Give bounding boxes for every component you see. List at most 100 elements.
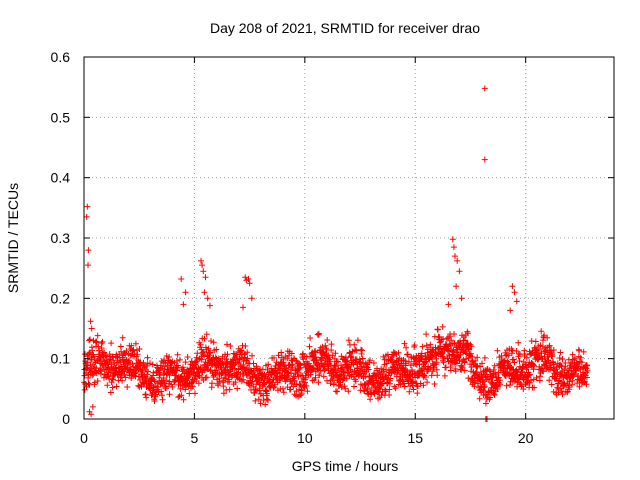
data-point <box>158 388 165 395</box>
data-point <box>424 379 431 386</box>
data-point <box>169 384 176 390</box>
data-point <box>306 343 313 350</box>
data-point <box>294 369 301 376</box>
data-point <box>203 374 210 381</box>
data-point <box>557 362 564 368</box>
data-point <box>245 276 252 282</box>
data-point <box>271 354 277 361</box>
data-point <box>414 383 421 390</box>
data-point <box>113 383 120 390</box>
data-point <box>338 384 345 391</box>
data-point <box>94 378 101 384</box>
data-point <box>245 360 251 367</box>
data-point <box>487 394 494 401</box>
data-point <box>584 362 591 369</box>
data-point <box>182 289 189 296</box>
data-point <box>304 388 311 395</box>
data-point <box>201 335 208 342</box>
data-point <box>315 330 322 337</box>
data-point <box>118 348 125 355</box>
data-point <box>107 389 114 396</box>
data-point <box>481 383 488 390</box>
data-point <box>556 355 563 361</box>
data-point <box>209 380 215 387</box>
data-point <box>176 356 183 363</box>
data-point <box>490 366 497 373</box>
data-point <box>212 354 219 361</box>
data-point <box>345 337 352 344</box>
data-point <box>129 347 136 354</box>
data-point <box>477 363 484 370</box>
data-point <box>386 386 393 393</box>
data-point <box>135 382 142 389</box>
data-point <box>197 341 204 348</box>
data-point <box>428 372 435 379</box>
data-point <box>220 390 227 397</box>
data-point <box>102 352 109 359</box>
data-point <box>445 301 452 308</box>
data-point <box>252 397 259 404</box>
data-point <box>343 358 350 365</box>
data-point <box>370 360 377 366</box>
data-point <box>298 387 305 394</box>
data-point <box>262 387 269 394</box>
data-point <box>519 365 526 372</box>
data-point <box>528 377 534 384</box>
data-point <box>297 361 304 368</box>
data-point <box>144 368 151 375</box>
data-point <box>350 360 357 367</box>
data-point <box>240 376 247 383</box>
data-point <box>345 388 352 395</box>
data-point <box>452 368 459 375</box>
data-point <box>88 325 95 332</box>
data-point <box>497 381 504 388</box>
data-point <box>184 354 191 360</box>
data-point <box>439 323 446 330</box>
data-point <box>495 374 502 381</box>
data-point <box>204 295 211 302</box>
data-point <box>334 388 341 395</box>
data-point <box>194 350 201 357</box>
data-point <box>487 368 494 375</box>
data-point <box>174 367 180 374</box>
data-point <box>200 268 207 275</box>
data-point <box>215 382 222 389</box>
data-point <box>351 383 357 390</box>
data-point <box>178 392 185 399</box>
data-point <box>328 347 335 354</box>
data-point <box>206 302 213 309</box>
data-point <box>406 388 413 395</box>
y-tick-label: 0.4 <box>51 170 71 186</box>
data-point <box>210 339 217 346</box>
y-tick-label: 0.5 <box>51 109 71 125</box>
data-point <box>143 394 150 401</box>
data-point <box>244 349 251 356</box>
data-point <box>215 355 222 362</box>
data-point <box>250 360 257 367</box>
data-point <box>275 352 282 359</box>
data-point <box>88 411 95 418</box>
data-point <box>515 339 522 346</box>
data-points <box>81 85 591 422</box>
data-point <box>523 354 530 361</box>
data-point <box>163 377 170 384</box>
data-point <box>321 366 328 373</box>
data-point <box>192 390 198 397</box>
data-point <box>562 363 569 370</box>
data-point <box>463 356 469 362</box>
data-point <box>513 298 520 305</box>
data-point <box>280 359 287 366</box>
data-point <box>157 362 164 369</box>
data-point <box>447 367 454 374</box>
data-point <box>315 379 322 386</box>
data-point <box>122 351 129 358</box>
data-point <box>144 354 151 361</box>
data-point <box>249 352 255 359</box>
data-point <box>124 384 131 390</box>
data-point <box>324 377 330 384</box>
data-point <box>87 336 93 343</box>
data-point <box>434 372 441 379</box>
data-point <box>433 359 440 366</box>
data-point <box>236 375 242 382</box>
